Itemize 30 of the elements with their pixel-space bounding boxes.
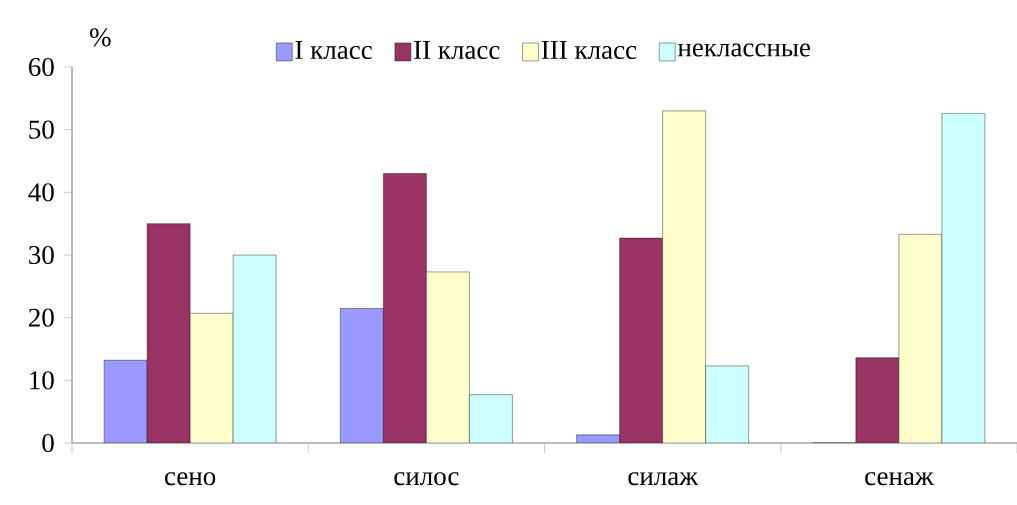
x-tick-label: силос — [394, 472, 459, 486]
bar — [469, 394, 513, 443]
y-tick-label: 40 — [28, 183, 54, 202]
legend-label: II класс — [414, 41, 500, 60]
legend-label: I класс — [295, 41, 372, 60]
bar — [941, 113, 986, 443]
x-tick-label: сенаж — [865, 472, 934, 486]
y-tick-label: 0 — [42, 433, 54, 453]
bar — [855, 357, 900, 443]
y-tick-label: 50 — [29, 120, 54, 139]
legend-label: III класс — [541, 41, 637, 60]
bar — [232, 254, 277, 443]
bar — [189, 313, 234, 443]
y-tick-label: 20 — [28, 308, 54, 327]
bar — [662, 110, 706, 443]
bar — [619, 237, 663, 443]
x-tick-label: сено — [165, 472, 216, 486]
y-tick-label: 60 — [28, 57, 54, 77]
bar — [705, 365, 749, 443]
bar — [898, 234, 943, 443]
bar — [146, 223, 191, 443]
bar — [103, 360, 148, 443]
bar — [340, 308, 384, 443]
bar — [426, 271, 470, 443]
y-tick-label: 30 — [29, 245, 54, 265]
legend-label: неклассные — [677, 43, 811, 57]
y-tick-label: 10 — [30, 371, 54, 390]
bar — [383, 173, 427, 443]
y-axis-title: % — [90, 28, 111, 47]
x-tick-label: силаж — [628, 472, 699, 486]
